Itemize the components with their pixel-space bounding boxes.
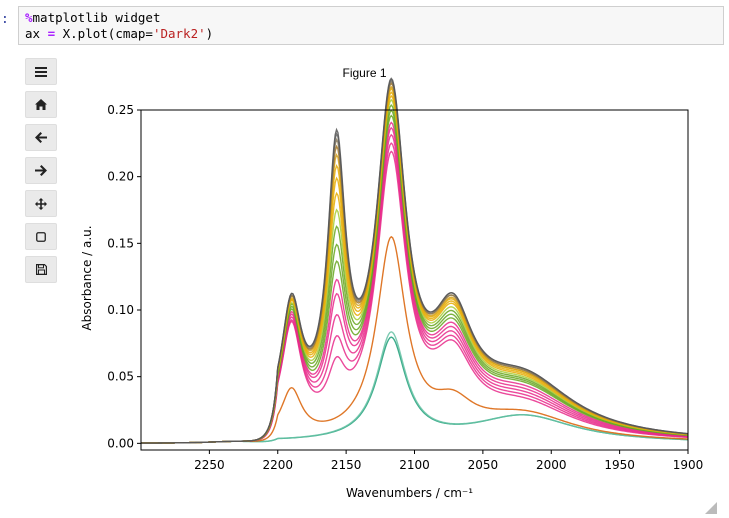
y-tick-label: 0.00 — [107, 436, 134, 450]
menu-icon — [35, 66, 47, 77]
x-tick-label: 1900 — [673, 458, 704, 472]
code-line-1: %matplotlib widget — [25, 10, 160, 25]
save-button[interactable] — [25, 256, 57, 283]
cell-prompt: : — [1, 12, 9, 27]
home-icon — [35, 99, 47, 110]
y-tick-label: 0.10 — [107, 303, 134, 317]
zoom-button[interactable] — [25, 223, 57, 250]
code-end: ) — [205, 26, 214, 41]
figure-title: Figure 1 — [342, 66, 387, 80]
x-tick-label: 2050 — [468, 458, 499, 472]
magic-prefix: % — [25, 10, 33, 25]
y-tick-label: 0.15 — [107, 236, 134, 250]
menu-button[interactable] — [25, 58, 57, 85]
code-eq: = — [47, 26, 56, 41]
code-line-2: ax = X.plot(cmap='Dark2') — [25, 26, 213, 41]
code-string: 'Dark2' — [152, 26, 206, 41]
x-axis-label: Wavenumbers / cm⁻¹ — [346, 486, 473, 500]
resize-handle-icon[interactable] — [705, 502, 717, 514]
x-tick-label: 2200 — [262, 458, 293, 472]
arrow-left-icon — [35, 132, 47, 143]
magic-command: matplotlib widget — [32, 10, 161, 25]
zoom-rect-icon — [36, 231, 46, 242]
y-axis-label: Absorbance / a.u. — [80, 225, 94, 330]
spectrum-line-20 — [140, 77, 689, 444]
x-tick-label: 2150 — [331, 458, 362, 472]
x-tick-label: 2250 — [194, 458, 225, 472]
code-cell-input[interactable]: %matplotlib widget ax = X.plot(cmap='Dar… — [18, 6, 724, 45]
y-tick-label: 0.20 — [107, 170, 134, 184]
back-button[interactable] — [25, 124, 57, 151]
code-ax: ax — [25, 26, 48, 41]
x-tick-label: 1950 — [604, 458, 635, 472]
y-tick-label: 0.25 — [107, 103, 134, 117]
save-icon — [35, 264, 47, 275]
forward-button[interactable] — [25, 157, 57, 184]
arrow-right-icon — [35, 165, 47, 176]
x-tick-label: 2000 — [536, 458, 567, 472]
code-call: X.plot(cmap= — [55, 26, 153, 41]
y-tick-label: 0.05 — [107, 370, 134, 384]
x-tick-label: 2100 — [399, 458, 430, 472]
pan-button[interactable] — [25, 190, 57, 217]
move-icon — [35, 197, 47, 210]
home-button[interactable] — [25, 91, 57, 118]
figure-toolbar — [25, 58, 57, 289]
